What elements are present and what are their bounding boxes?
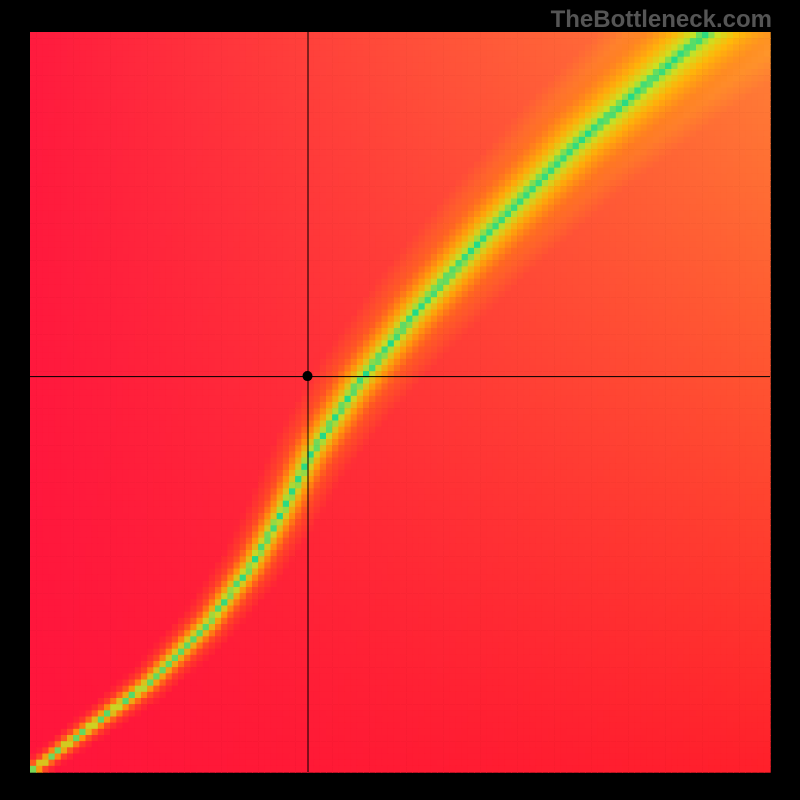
bottleneck-heatmap — [0, 0, 800, 800]
chart-container: TheBottleneck.com — [0, 0, 800, 800]
watermark-text: TheBottleneck.com — [551, 6, 772, 34]
